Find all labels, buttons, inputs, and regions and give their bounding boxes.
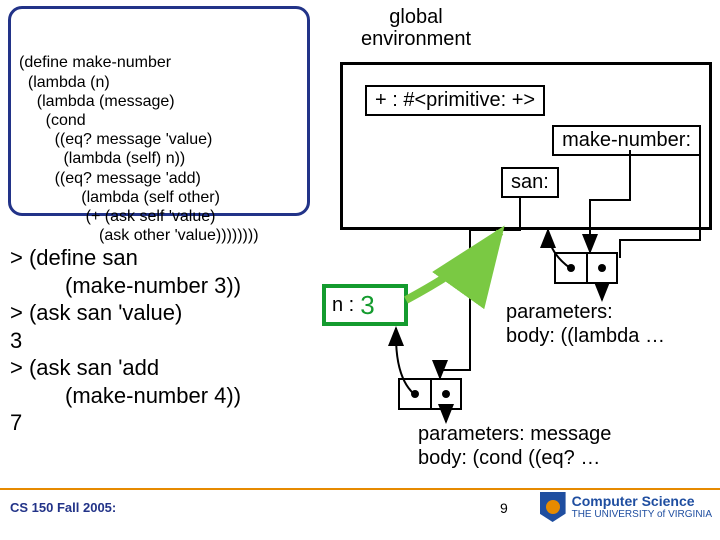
- n-environment-frame: n : 3: [322, 284, 408, 326]
- global-env-label: global environment: [356, 6, 476, 50]
- uva-shield-icon: [540, 492, 566, 522]
- make-number-binding: make-number:: [552, 125, 701, 156]
- dot-icon: [598, 264, 606, 272]
- closure2-body-text: parameters: message body: (cond ((eq? …: [418, 422, 611, 470]
- n-label: n :: [332, 294, 354, 317]
- footer-dept: Computer Science: [572, 494, 712, 509]
- san-binding: san:: [501, 167, 559, 198]
- footer-logo: Computer Science THE UNIVERSITY of VIRGI…: [540, 492, 712, 522]
- closure1-body-text: parameters: body: ((lambda …: [506, 300, 665, 348]
- repl-transcript: > (define san (make-number 3)) > (ask sa…: [10, 244, 241, 437]
- closure-env-cell: [400, 380, 430, 408]
- global-environment-frame: + : #<primitive: +> make-number: san:: [340, 62, 712, 230]
- dot-icon: [567, 264, 575, 272]
- closure-san: [398, 378, 462, 410]
- footer-page-number: 9: [500, 500, 508, 516]
- closure-env-cell: [556, 254, 586, 282]
- footer-dept-text: Computer Science THE UNIVERSITY of VIRGI…: [572, 494, 712, 520]
- code-text: (define make-number (lambda (n) (lambda …: [19, 53, 299, 245]
- footer-univ: THE UNIVERSITY of VIRGINIA: [572, 509, 712, 520]
- n-value: 3: [360, 290, 374, 321]
- closure-body-cell: [586, 254, 616, 282]
- code-definition-box: (define make-number (lambda (n) (lambda …: [8, 6, 310, 216]
- closure-body-cell: [430, 380, 460, 408]
- plus-binding: + : #<primitive: +>: [365, 85, 545, 116]
- dot-icon: [442, 390, 450, 398]
- footer-divider: [0, 488, 720, 490]
- closure-make-number: [554, 252, 618, 284]
- footer-course: CS 150 Fall 2005:: [10, 500, 116, 515]
- dot-icon: [411, 390, 419, 398]
